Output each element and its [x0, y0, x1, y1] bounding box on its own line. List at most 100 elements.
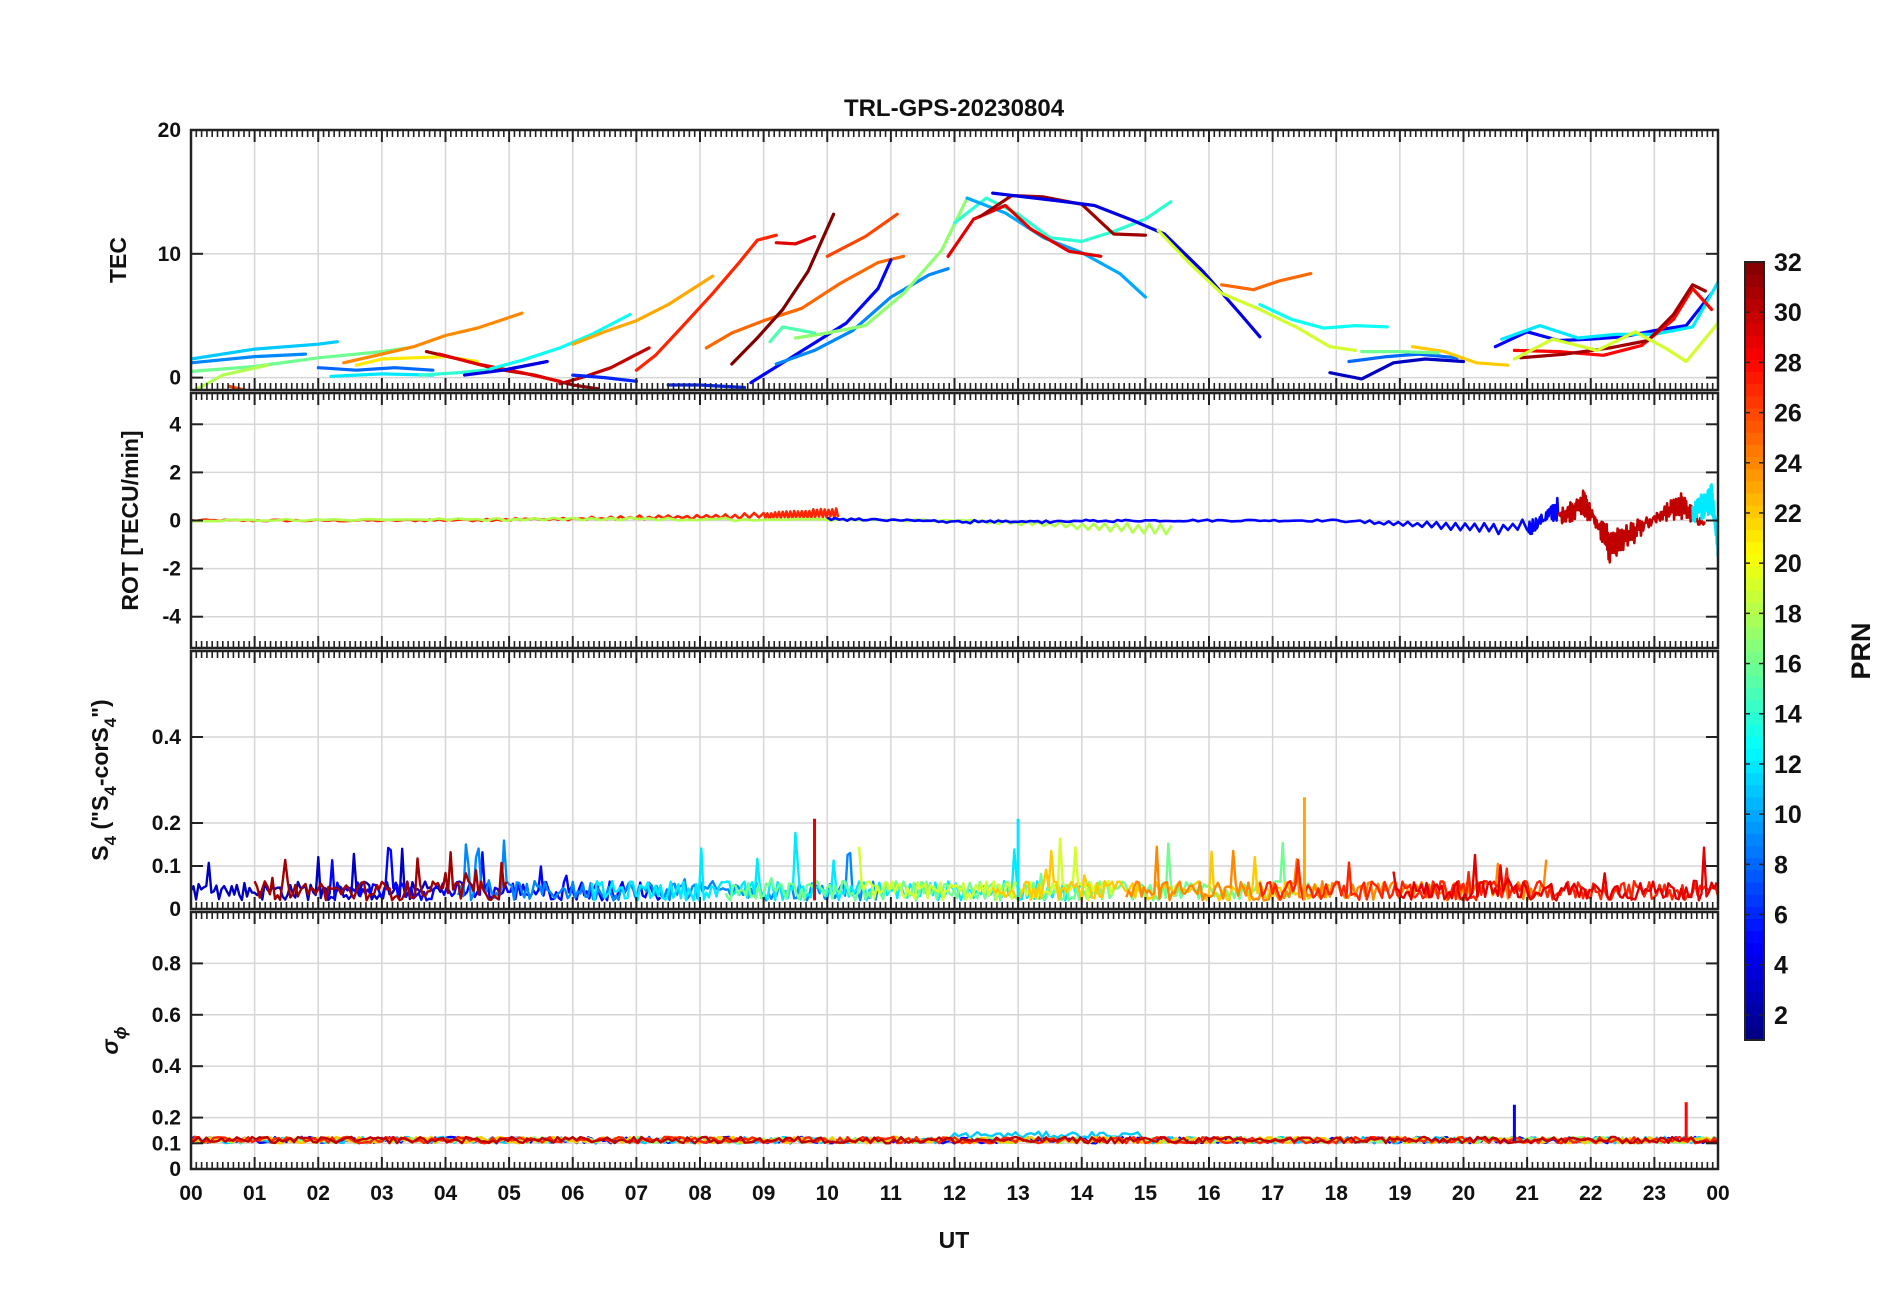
x-tick-label: 15 — [1134, 1182, 1158, 1205]
tec-line-prn-29 — [437, 352, 562, 383]
colorbar-segment — [1745, 444, 1764, 458]
colorbar-segment — [1745, 784, 1764, 798]
colorbar-segment — [1745, 432, 1764, 445]
y-tick-label: 0 — [169, 367, 181, 390]
colorbar-segment — [1745, 638, 1764, 652]
tec-line-prn-29 — [946, 203, 1103, 258]
colorbar-segment — [1745, 894, 1764, 907]
colorbar-segment — [1745, 505, 1764, 518]
y-tick-label: 0.1 — [152, 855, 182, 878]
colorbar-segment — [1745, 845, 1764, 859]
colorbar-tick-label: 4 — [1774, 952, 1788, 980]
y-axis-title-4: σϕ — [97, 1026, 130, 1054]
colorbar-segment — [1745, 553, 1764, 567]
panel-4: 0 0.10.2 0.4 0.6 0.8 σϕ — [97, 910, 1720, 1181]
colorbar-segment — [1745, 322, 1764, 336]
colorbar-segment — [1745, 748, 1764, 762]
s4-line-prn-31 — [253, 851, 508, 902]
y-tick-label: 0.2 — [152, 1107, 181, 1130]
colorbar-tick-label: 12 — [1774, 751, 1802, 779]
colorbar-segment — [1745, 942, 1764, 956]
colorbar-tick-label: 22 — [1774, 500, 1802, 528]
colorbar-segment — [1745, 675, 1764, 689]
colorbar-segment — [1745, 881, 1764, 895]
colorbar-segment — [1745, 383, 1764, 397]
colorbar-segment — [1745, 772, 1764, 786]
y-tick-label: 20 — [158, 119, 181, 142]
colorbar-segment — [1745, 1015, 1764, 1029]
colorbar-segment — [1745, 809, 1764, 822]
colorbar-segment — [1745, 699, 1764, 713]
colorbar-segment — [1745, 541, 1764, 555]
tec-line-prn-10 — [965, 196, 1148, 299]
x-axis-title: UT — [939, 1227, 970, 1253]
x-tick-label: 21 — [1515, 1182, 1539, 1205]
tec-line-prn-27 — [634, 233, 778, 372]
colorbar-segment — [1745, 407, 1764, 421]
rot-line-prn-12 — [1691, 483, 1718, 558]
tec-line-prn-11 — [191, 340, 339, 361]
colorbar-tick-label: 28 — [1774, 349, 1802, 377]
x-tick-label: 14 — [1070, 1182, 1094, 1205]
x-tick-label: 03 — [370, 1182, 393, 1205]
colorbar-segment — [1745, 420, 1764, 433]
tec-line-prn-13 — [1258, 303, 1389, 330]
y-tick-label: 2 — [169, 461, 181, 484]
tec-line-prn-25 — [1220, 272, 1313, 292]
colorbar-segment — [1745, 663, 1764, 676]
x-tick-label: 20 — [1452, 1182, 1475, 1205]
colorbar-title: PRN — [1846, 622, 1876, 679]
colorbar-segment — [1745, 334, 1764, 348]
colorbar-segment — [1745, 967, 1764, 980]
tec-line-prn-12 — [1500, 280, 1718, 341]
colorbar-segment — [1745, 906, 1764, 920]
colorbar-segment — [1745, 821, 1764, 834]
s4-line-prn-3 — [191, 847, 445, 902]
rot-line-prn-5 — [826, 496, 1560, 536]
colorbar-segment — [1745, 262, 1764, 275]
colorbar-frame — [1744, 261, 1765, 1041]
y-tick-label: 0.1 — [152, 1132, 182, 1155]
panel-2: -4 -2 0 2 4 ROT [TECU/min] — [117, 391, 1720, 650]
y-tick-label: 0 — [169, 510, 181, 533]
panel-3: 0 0.1 0.2 0.4 S4 ("S4-corS4") — [87, 649, 1720, 921]
tec-line-prn-8 — [1347, 352, 1459, 364]
colorbar-segment — [1745, 869, 1764, 883]
colorbar-tick-label: 20 — [1774, 550, 1802, 578]
x-tick-label: 19 — [1388, 1182, 1411, 1205]
colorbar-segment — [1745, 1003, 1764, 1017]
tec-line-prn-13 — [488, 312, 632, 371]
tec-line-prn-26 — [825, 212, 899, 258]
colorbar-segment — [1745, 468, 1764, 482]
colorbar-segment — [1745, 723, 1764, 737]
colorbar-segment — [1745, 286, 1764, 300]
tec-line-prn-14 — [418, 367, 498, 377]
x-tick-label: 18 — [1325, 1182, 1349, 1205]
colorbar-tick-label: 14 — [1774, 701, 1802, 729]
colorbar-tick-label: 10 — [1774, 801, 1802, 829]
colorbar-segment — [1745, 954, 1764, 968]
x-tick-label: 23 — [1643, 1182, 1666, 1205]
colorbar-segment — [1745, 687, 1764, 701]
panel-3-data — [191, 797, 1718, 902]
s4-line-prn-19 — [857, 837, 1115, 902]
y-tick-label: 10 — [158, 243, 181, 266]
x-tick-label: 02 — [307, 1182, 330, 1205]
x-tick-label: 22 — [1579, 1182, 1602, 1205]
tec-line-prn-24 — [342, 311, 524, 365]
x-tick-label: 10 — [816, 1182, 839, 1205]
panel-1-data — [191, 191, 1718, 390]
colorbar-segment — [1745, 930, 1764, 944]
tec-line-prn-28 — [1512, 286, 1714, 357]
colorbar-segment — [1745, 626, 1764, 640]
tec-line-prn-15 — [768, 325, 817, 344]
y-tick-label: 0.6 — [152, 1004, 181, 1027]
tec-line-prn-9 — [774, 267, 950, 366]
colorbar-tick-label: 30 — [1774, 299, 1802, 327]
colorbar-tick-label: 6 — [1774, 902, 1788, 930]
x-tick-label: 09 — [752, 1182, 775, 1205]
colorbar-segment — [1745, 736, 1764, 749]
tec-line-prn-4 — [991, 191, 1262, 339]
